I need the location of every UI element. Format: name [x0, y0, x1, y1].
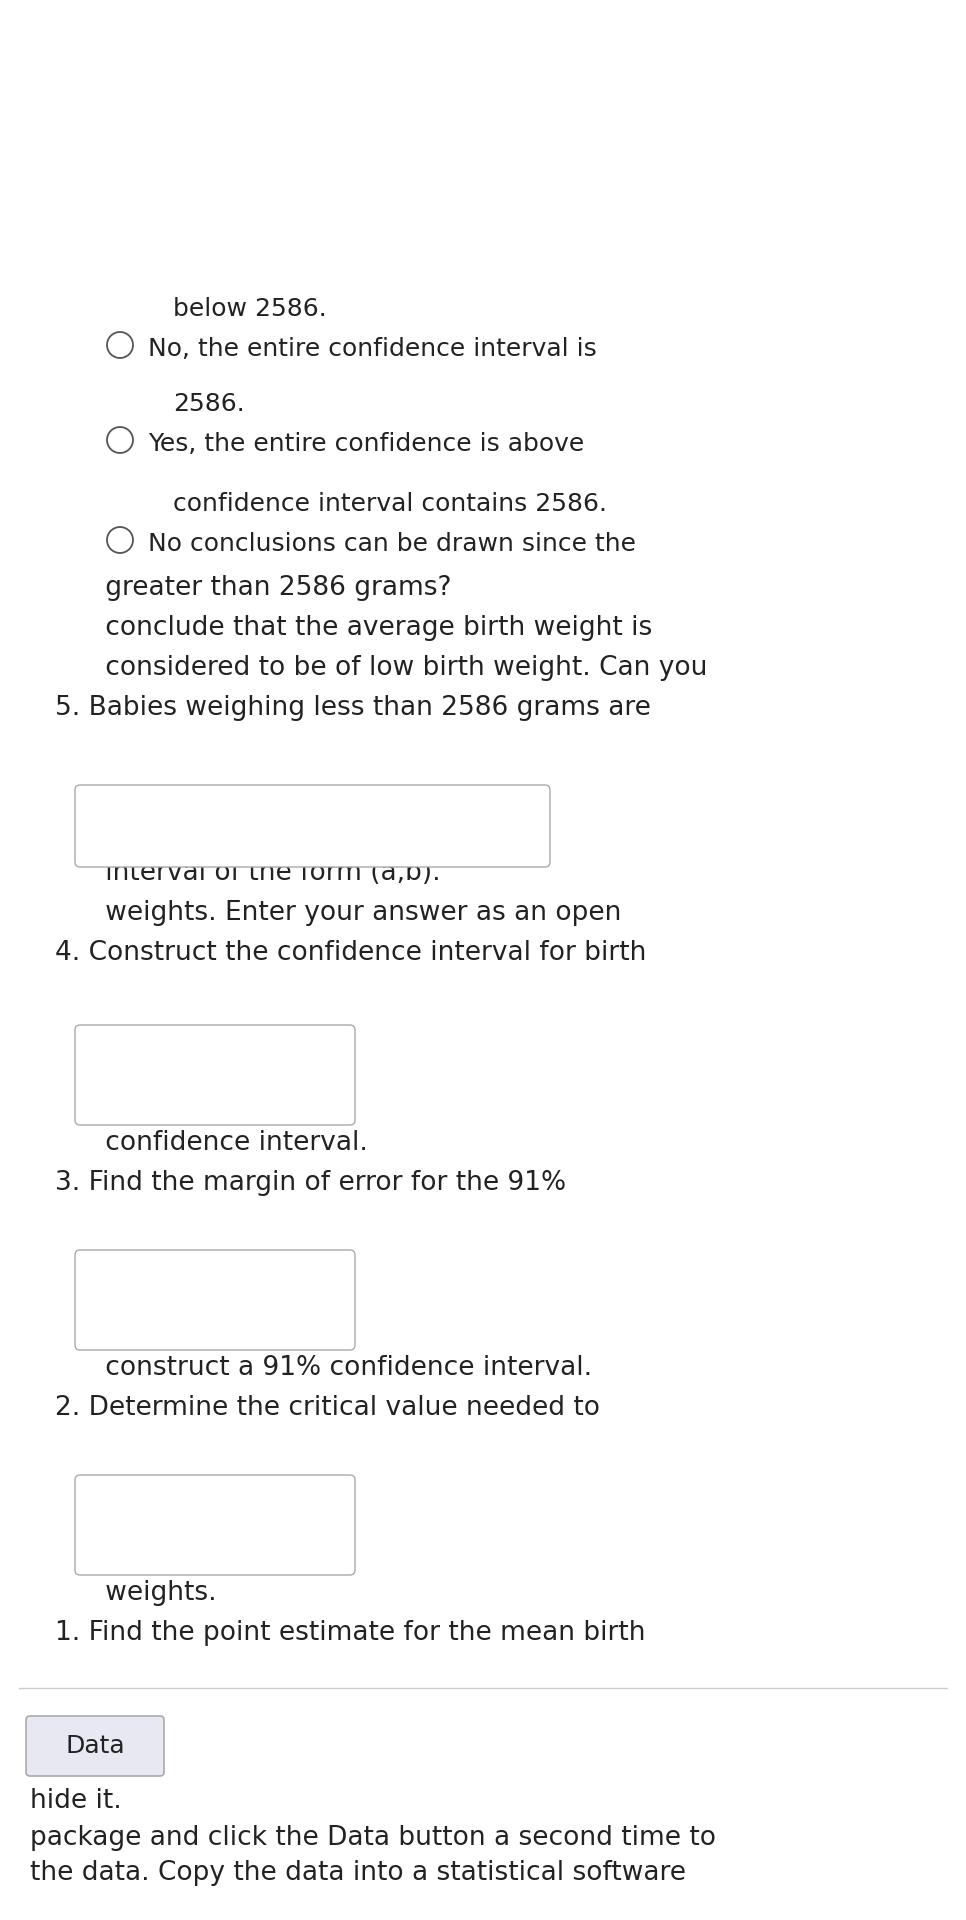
Text: weights.: weights.: [55, 1580, 216, 1605]
Text: 1. Find the point estimate for the mean birth: 1. Find the point estimate for the mean …: [55, 1620, 645, 1645]
Text: conclude that the average birth weight is: conclude that the average birth weight i…: [55, 614, 652, 641]
Text: confidence interval.: confidence interval.: [55, 1131, 368, 1156]
Text: Data: Data: [65, 1734, 125, 1759]
Text: interval of the form (a,b).: interval of the form (a,b).: [55, 860, 440, 885]
FancyBboxPatch shape: [75, 1250, 355, 1350]
Text: 4. Construct the confidence interval for birth: 4. Construct the confidence interval for…: [55, 941, 646, 966]
Text: weights. Enter your answer as an open: weights. Enter your answer as an open: [55, 900, 621, 925]
FancyBboxPatch shape: [75, 785, 550, 868]
Text: below 2586.: below 2586.: [173, 298, 327, 321]
Text: package and click the Data button a second time to: package and click the Data button a seco…: [30, 1826, 716, 1851]
Text: 2. Determine the critical value needed to: 2. Determine the critical value needed t…: [55, 1396, 600, 1421]
FancyBboxPatch shape: [75, 1475, 355, 1574]
Text: hide it.: hide it.: [30, 1788, 122, 1814]
Text: confidence interval contains 2586.: confidence interval contains 2586.: [173, 492, 607, 516]
Text: Yes, the entire confidence is above: Yes, the entire confidence is above: [148, 432, 584, 457]
Text: No conclusions can be drawn since the: No conclusions can be drawn since the: [148, 532, 636, 557]
Text: considered to be of low birth weight. Can you: considered to be of low birth weight. Ca…: [55, 655, 707, 682]
Text: 5. Babies weighing less than 2586 grams are: 5. Babies weighing less than 2586 grams …: [55, 695, 651, 722]
Text: No, the entire confidence interval is: No, the entire confidence interval is: [148, 338, 597, 361]
FancyBboxPatch shape: [75, 1025, 355, 1125]
Text: construct a 91% confidence interval.: construct a 91% confidence interval.: [55, 1356, 592, 1380]
Text: greater than 2586 grams?: greater than 2586 grams?: [55, 574, 451, 601]
Text: 2586.: 2586.: [173, 392, 244, 417]
Text: the data. Copy the data into a statistical software: the data. Copy the data into a statistic…: [30, 1860, 686, 1885]
Text: 3. Find the margin of error for the 91%: 3. Find the margin of error for the 91%: [55, 1169, 566, 1196]
FancyBboxPatch shape: [26, 1716, 164, 1776]
